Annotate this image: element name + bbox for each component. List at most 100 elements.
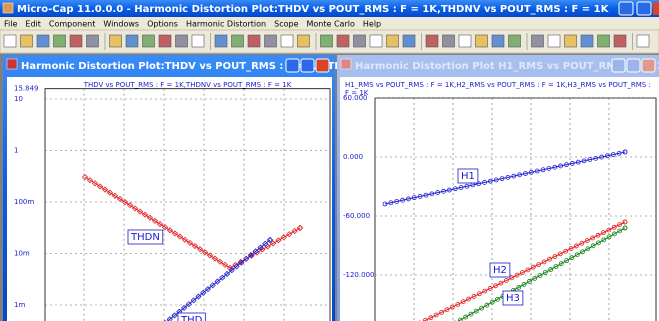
curve-marker (214, 278, 221, 285)
curve-marker (593, 155, 599, 161)
curve-marker (575, 159, 581, 165)
curve-marker (579, 240, 585, 246)
menu-item[interactable]: File (4, 20, 17, 29)
toolbar-button[interactable] (597, 34, 610, 48)
curve-marker (601, 237, 607, 243)
curve-marker (238, 259, 245, 266)
toolbar-button[interactable] (280, 34, 294, 48)
curve-marker (457, 317, 463, 321)
title-bar (0, 0, 659, 17)
menu-item[interactable]: Harmonic Distortion (186, 20, 266, 29)
restore-button[interactable] (618, 1, 634, 16)
curve-marker (196, 246, 204, 253)
curve-marker (466, 296, 471, 302)
curve-marker (228, 267, 235, 274)
toolbar-button[interactable] (580, 34, 594, 48)
close-button[interactable] (653, 2, 659, 15)
close-button[interactable] (641, 58, 656, 73)
toolbar-button[interactable] (531, 34, 544, 48)
toolbar-button[interactable] (402, 34, 416, 48)
curve-marker (422, 317, 428, 321)
minimize-button[interactable] (611, 58, 626, 73)
curve-marker (181, 236, 189, 243)
toolbar-button[interactable] (613, 34, 627, 48)
curve-marker (91, 180, 99, 187)
curve-marker (542, 270, 548, 275)
toolbar-button[interactable] (109, 34, 122, 48)
toolbar-button[interactable] (175, 34, 188, 48)
toolbar-button[interactable] (297, 34, 310, 48)
toolbar-button[interactable] (369, 34, 383, 48)
toolbar-button[interactable] (264, 34, 277, 48)
toolbar-button[interactable] (69, 34, 83, 48)
toolbar-button[interactable] (191, 34, 205, 48)
curve-marker (552, 164, 558, 170)
curve-marker (441, 188, 446, 194)
curve-marker (611, 231, 617, 237)
curve-marker (587, 157, 593, 163)
toolbar-button[interactable] (320, 34, 333, 48)
curve-label-box (127, 229, 164, 245)
close-button[interactable] (315, 58, 330, 73)
curve-label: H1 (461, 171, 475, 182)
menu-item[interactable]: Help (363, 20, 381, 29)
toolbar-button[interactable] (214, 34, 228, 48)
menu-items: File Edit Component Windows Options Harmonic … (4, 20, 381, 29)
maximize-button[interactable] (626, 58, 641, 73)
toolbar-button[interactable] (36, 34, 50, 48)
toolbar-button[interactable] (142, 34, 155, 48)
toolbar-button[interactable] (247, 34, 261, 48)
toolbar-button[interactable] (547, 34, 561, 48)
curve-marker (476, 291, 482, 297)
menu-item[interactable]: Component (49, 20, 95, 29)
toolbar-button[interactable] (508, 34, 521, 48)
toolbar-button[interactable] (3, 34, 17, 48)
toolbar-button[interactable] (475, 34, 488, 48)
menu-item[interactable]: Scope (274, 20, 298, 29)
curve-marker (266, 236, 274, 244)
curve-marker (81, 173, 89, 181)
curve-marker (605, 153, 610, 159)
toolbar-button[interactable] (425, 34, 439, 48)
curve-marker (141, 211, 149, 218)
curve-marker (514, 272, 520, 278)
curve-marker (176, 233, 184, 240)
menu-item[interactable]: Options (147, 20, 178, 29)
menu-item[interactable]: Edit (25, 20, 41, 29)
curve-marker (394, 199, 400, 204)
toolbar-button[interactable] (442, 34, 455, 48)
toolbar-button[interactable] (125, 34, 139, 48)
menu-item[interactable]: Monte Carlo (307, 20, 355, 29)
window-icon (6, 58, 18, 70)
toolbar-button[interactable] (491, 34, 505, 48)
curve-marker (563, 248, 569, 254)
curve-marker (262, 240, 269, 247)
curve-marker (569, 161, 575, 166)
curve-marker (606, 234, 612, 240)
toolbar-button[interactable] (564, 34, 577, 48)
toolbar-button[interactable] (53, 34, 66, 48)
toolbar-button[interactable] (353, 34, 366, 48)
toolbar-button[interactable] (386, 34, 399, 48)
maximize-button[interactable] (300, 58, 315, 73)
curve-marker (590, 235, 596, 241)
toolbar-button[interactable] (336, 34, 350, 48)
curve-marker (464, 183, 470, 189)
curve-marker (546, 166, 552, 171)
minimize-button[interactable] (285, 58, 300, 73)
toolbar-button[interactable] (86, 34, 99, 48)
toolbar-button[interactable] (636, 34, 650, 48)
curve-marker (616, 150, 622, 156)
toolbar-button[interactable] (458, 34, 472, 48)
curve-marker (482, 180, 487, 185)
toolbar-button[interactable] (20, 34, 33, 48)
maximize-button[interactable] (636, 1, 652, 16)
curve-marker (259, 246, 266, 253)
y-tick-label: 100m (14, 198, 34, 206)
toolbar-button[interactable] (158, 34, 172, 48)
curve-marker (610, 152, 616, 157)
curve-marker (595, 232, 601, 238)
menu-item[interactable]: Windows (103, 20, 139, 29)
curve-marker (463, 314, 469, 320)
toolbar-button[interactable] (231, 34, 244, 48)
